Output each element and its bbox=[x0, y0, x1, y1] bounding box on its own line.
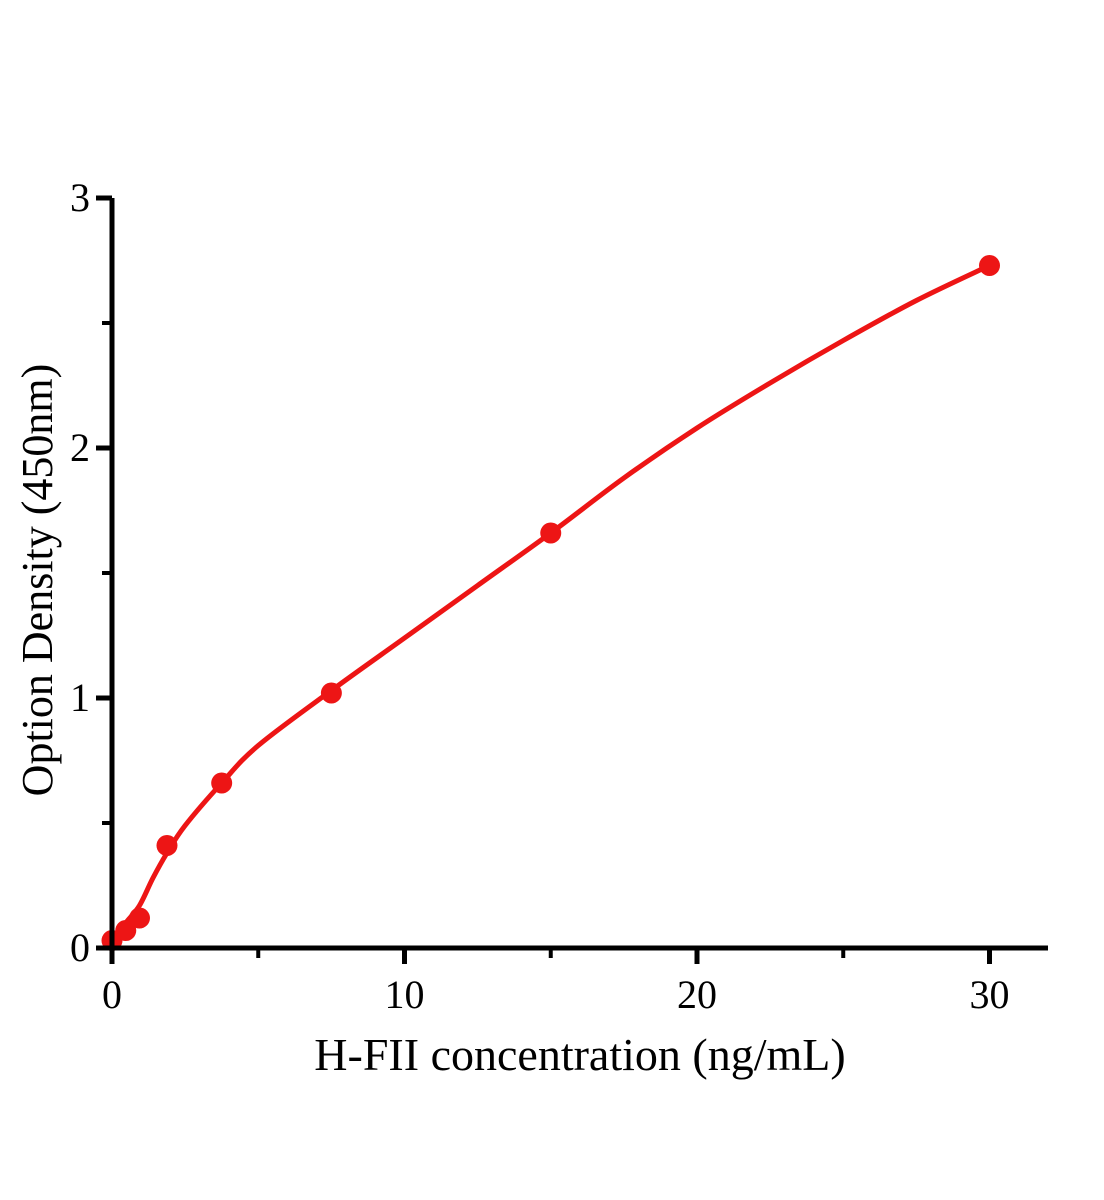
data-point bbox=[540, 522, 562, 544]
y-tick-label: 2 bbox=[70, 425, 90, 470]
x-tick-label: 0 bbox=[102, 972, 122, 1017]
y-axis-title: Option Density (450nm) bbox=[12, 363, 62, 797]
fit-curve-line bbox=[109, 263, 992, 951]
data-point bbox=[156, 835, 178, 856]
data-point bbox=[211, 772, 233, 794]
y-tick-label: 0 bbox=[70, 925, 90, 970]
axes-frame bbox=[109, 198, 1048, 951]
y-tick-label: 1 bbox=[70, 675, 90, 720]
x-tick-label: 10 bbox=[385, 972, 425, 1017]
data-point bbox=[128, 907, 150, 929]
data-point bbox=[979, 255, 1000, 276]
data-point bbox=[320, 682, 342, 704]
data-point bbox=[115, 920, 137, 941]
x-tick-label: 30 bbox=[970, 972, 1010, 1017]
y-tick-label: 3 bbox=[70, 175, 90, 220]
x-tick-label: 20 bbox=[677, 972, 717, 1017]
x-axis-title: H-FII concentration (ng/mL) bbox=[314, 1029, 846, 1080]
